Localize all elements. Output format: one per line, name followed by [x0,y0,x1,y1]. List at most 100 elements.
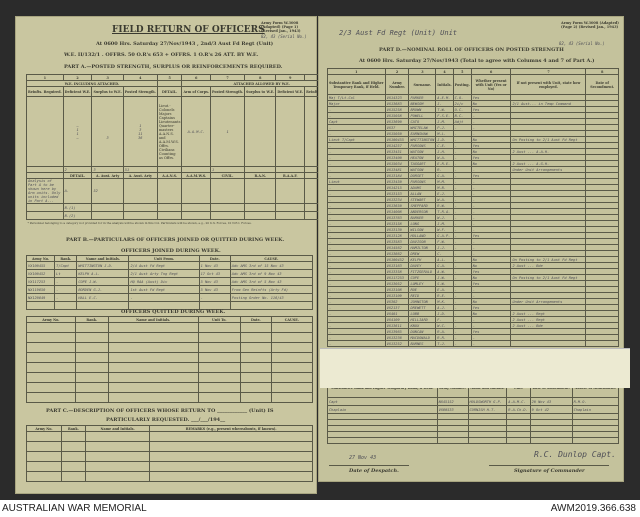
table-cell: Deficient W.E. [275,86,306,97]
table-cell: — 1 1 — [62,96,93,167]
table-row: - VX100452 KELPH A.L. - No On Posting to 2/1 A… [327,256,619,263]
quitted-title: OFFICERS QUITTED DURING WEEK. [121,309,226,315]
table-cell [506,437,531,444]
table-cell [181,178,212,204]
table-cell [149,451,313,462]
part-c-table: Army No. Rank. Name and Initials. REMARKS (… [26,425,313,482]
table-cell [26,211,64,220]
table-cell [60,451,86,462]
table-cell [84,431,151,442]
table-cell: B.(1) [62,203,93,212]
table-row: Army No. Rank. Name and Initials. Unit From… [25,255,314,262]
table-cell [467,437,508,444]
table-cell [74,322,109,333]
table-cell: BARNES [408,340,437,347]
table-cell: - [198,293,231,302]
table-cell: VX117253 [25,277,56,286]
table-cell: VX100452 [25,269,56,278]
table-cell: Initials. [435,74,454,95]
table-cell: Posting. [452,74,472,95]
table-cell [275,211,306,220]
table-cell [239,362,272,373]
table-cell: HOLDSWORTH G.P. [467,397,508,406]
table-cell [26,382,76,393]
table-row [26,461,313,472]
table-row [26,322,314,333]
table-cell: Arm of Corps. [181,86,212,97]
table-cell [26,352,76,363]
table-cell [197,332,241,343]
table-cell: A. [62,178,93,204]
table-cell: A.A.M.C. [181,96,212,167]
table-cell: Chaplain [327,405,438,414]
table-row [26,471,313,482]
table-cell: - [452,340,472,347]
table-cell [436,437,469,444]
right-page-nominal-roll: 2/3 Aust Fd Regt (Unit) Unit Army Form W… [318,16,624,482]
table-cell [239,322,272,333]
table-row: - VX401 LOBB J.D. - No 2 Aust ... Regt [327,310,619,317]
table-cell: VX13252 [384,340,410,347]
table-row: - VX13236 MACDONALD R.R. - - [327,334,619,341]
unit-name: 2/3 Aust Fd Regt (Unit) Unit [339,29,458,37]
table-row [26,392,314,403]
table-cell [26,203,64,212]
table-cell [60,461,86,472]
table-cell [239,352,272,363]
table-cell: T.J. [435,340,454,347]
table-cell [84,461,151,472]
table-cell [198,301,231,310]
table-cell: HQ RAA (Aust) Div [128,277,200,286]
table-cell [107,352,199,363]
table-cell [84,471,151,482]
table-cell: 17 Oct 43 [198,269,231,278]
table-cell: Substantive Rank and Higher Temporary Ra… [327,74,386,95]
part-d-heading: PART D.—NOMINAL ROLL OF OFFICERS ON POST… [379,47,564,53]
table-row: - VX13650 SHEPPARD R.W. - - [327,202,619,209]
table-row [26,352,314,363]
table-cell [26,322,76,333]
table-cell: Adv AMS 3rd of 15 Nov 43 [229,261,314,270]
table-cell: T/Capt [54,261,78,270]
table-cell [210,211,246,220]
table-cell [275,178,306,204]
table-cell: CORNISH H.T. [467,405,508,414]
institution-name: AUSTRALIAN WAR MEMORIAL [2,503,147,514]
table-row: - VX13153 ALLAN E.J. - - [327,190,619,197]
table-cell: - [54,293,78,302]
table-cell: NX119850 [25,285,56,294]
table-row: VX100455 T/Capt WHITTINGTON J.D. 2/4 Aust F… [25,261,314,270]
table-cell [26,441,62,452]
table-cell: 2/4 Aust Fd Regt [128,261,200,270]
item-id: AWM2019.366.638 [550,503,636,514]
table-cell: 9 Oct 42 [529,405,573,414]
table-cell [74,362,109,373]
table-cell: 1st Aust Fd Regt [128,285,200,294]
part-b-heading: PART B.—PARTICULARS OF OFFICERS JOINED O… [66,237,285,243]
table-cell [107,392,199,403]
table-cell [585,340,619,347]
table-row: Major VX13683 NEWSOM J. 2i/c No 2/1 Aust... in… [327,100,619,107]
table-cell: - [128,293,200,302]
table-row [327,437,620,444]
table-cell: - [327,340,386,347]
table-row: Reinfts. Required. Deficient W.E. Surplus … [26,86,358,97]
serial-no: 82, 43 (Serial No.) [261,34,307,39]
table-cell [244,96,277,167]
table-row: - VX13109 REID R.E. - - [327,292,619,299]
table-cell [107,382,199,393]
table-cell [60,431,86,442]
table-row: - VX117253 COPE J.W. - No On Posting to 2/1 Au… [327,274,619,281]
table-cell [74,372,109,383]
table-cell: Lieut.-Colonels Majors Captains Lieutena… [156,96,183,167]
table-cell: B.(2) [62,211,93,220]
table-row: B.(1) [26,203,359,212]
table-cell: 1 [210,96,246,167]
table-cell [510,340,587,347]
table-cell [107,372,199,383]
table-row: VX100452 Lt KELPH A.L. 2/1 Aust Arty Tng Re… [25,269,314,278]
table-cell [25,301,56,310]
table-cell [149,471,313,482]
table-row: Chaplain VX60533 CORNISH H.T. R.A.Ch.D. 9 Oc… [327,405,620,414]
table-cell: Deficient W.E. [62,86,93,97]
